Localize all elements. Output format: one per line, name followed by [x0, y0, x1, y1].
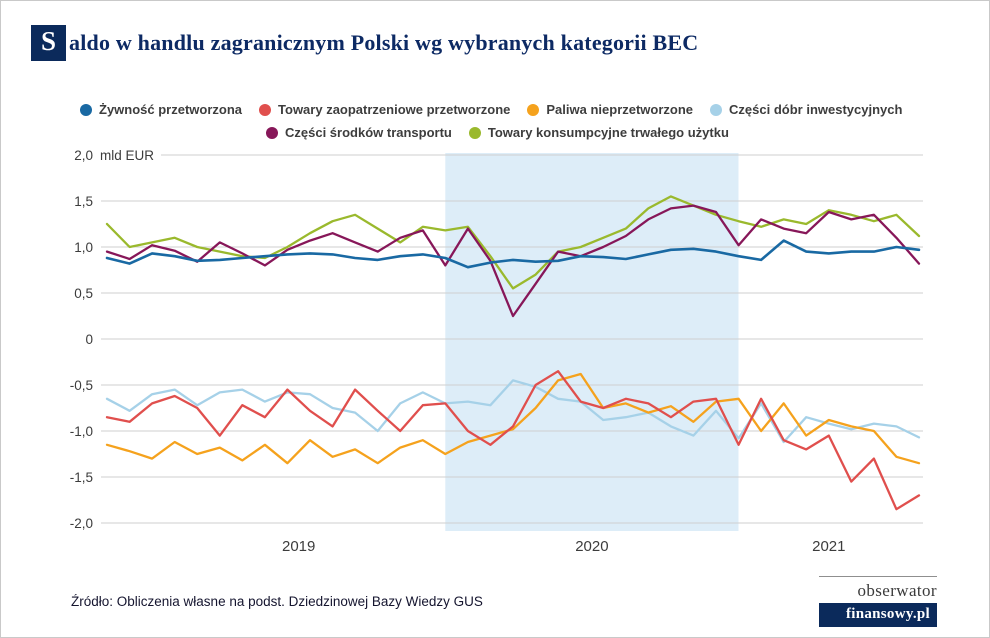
legend-label: Części środków transportu: [285, 125, 452, 140]
legend-label: Paliwa nieprzetworzone: [546, 102, 694, 117]
y-tick-label: 1,5: [74, 194, 93, 209]
title-dropcap: S: [31, 25, 67, 61]
legend-dot: [266, 126, 278, 139]
series-line-5: [105, 195, 921, 290]
legend-row-2: Części środków transportu Towary konsumpc…: [266, 125, 902, 140]
source-note: Źródło: Obliczenia własne na podst. Dzie…: [71, 594, 483, 609]
obserwator-finansowy-logo: obserwator finansowy.pl: [819, 576, 937, 627]
header: S aldo w handlu zagranicznym Polski wg w…: [31, 25, 698, 61]
series-line-0: [105, 239, 921, 269]
footer: Źródło: Obliczenia własne na podst. Dzie…: [71, 576, 937, 627]
page-title: aldo w handlu zagranicznym Polski wg wyb…: [69, 30, 699, 55]
legend-dot: [527, 103, 540, 116]
legend-item: Paliwa nieprzetworzone: [527, 102, 693, 117]
series-line-4: [105, 204, 921, 318]
bec-trade-balance-chart: 2,0 mld EUR 1,5 1,0 0,5 0 -0,5 -1,0 -1,5 -2,0 2019…: [70, 148, 923, 555]
legend-row-1: Żywność przetworzona Towary zaopatrzeniow…: [80, 102, 902, 117]
legend-item: Towary zaopatrzeniowe przetworzone: [259, 102, 510, 117]
legend-item: Części środków transportu: [266, 125, 452, 140]
y-axis-unit: mld EUR: [100, 148, 154, 163]
x-tick-label: 2019: [282, 538, 315, 555]
y-tick-label: 0,5: [74, 286, 93, 301]
legend-label: Towary zaopatrzeniowe przetworzone: [278, 102, 511, 117]
chart-area: 2,0 mld EUR 1,5 1,0 0,5 0 -0,5 -1,0 -1,5 -2,0 2019…: [1, 141, 989, 561]
y-tick-label: 2,0: [74, 148, 93, 163]
logo-text-top: obserwator: [857, 581, 937, 600]
legend-dot: [468, 126, 481, 139]
series-line-2: [105, 372, 921, 465]
legend-label: Części dóbr inwestycyjnych: [729, 102, 903, 117]
series-line-1: [105, 370, 921, 511]
legend-dot: [80, 103, 92, 116]
legend-label: Towary konsumpcyjne trwałego użytku: [487, 125, 729, 140]
legend-dot: [259, 103, 272, 116]
y-tick-label: -1,5: [70, 470, 93, 485]
y-tick-label: -0,5: [70, 378, 93, 393]
highlight-band: [445, 153, 739, 531]
logo-text-bottom: finansowy.pl: [819, 603, 937, 627]
series-line-3: [105, 379, 921, 444]
legend-item: Części dóbr inwestycyjnych: [710, 102, 902, 117]
x-tick-label: 2021: [812, 538, 845, 555]
y-tick-label: 0: [85, 332, 93, 347]
legend-label: Żywność przetworzona: [99, 102, 243, 117]
y-tick-label: -2,0: [70, 516, 93, 531]
x-tick-label: 2020: [575, 538, 608, 555]
legend-item: Żywność przetworzona: [80, 102, 242, 117]
y-tick-label: 1,0: [74, 240, 93, 255]
legend-dot: [710, 103, 723, 116]
y-tick-label: -1,0: [70, 424, 93, 439]
chart-legend: Żywność przetworzona Towary zaopatrzeniow…: [80, 102, 902, 148]
legend-item: Towary konsumpcyjne trwałego użytku: [468, 125, 729, 140]
